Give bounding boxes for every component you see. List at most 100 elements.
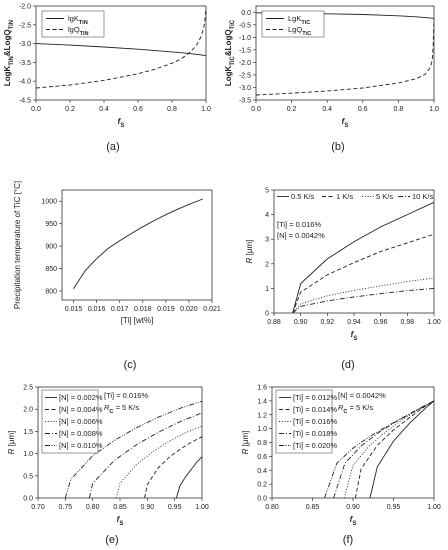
y-tick-label-c-3: 950 xyxy=(45,221,57,228)
legend-label-f-0: [Ti] = 0.012% xyxy=(293,393,337,402)
y-tick-label-e-2: 1.0 xyxy=(23,451,33,458)
legend-label-a-1-part-0: lgQ xyxy=(68,25,80,34)
legend-label-f-1: [Ti] = 0.014% xyxy=(293,405,337,414)
chart-panel-a: 0.0 0.2 0.4 0.6 0.8 1.0 -4.5 -4.0 -3.5 -3.0 -2.5 -2… xyxy=(3,4,211,154)
y-axis-label-unit-e: [μm] xyxy=(7,431,16,449)
x-tick-label-a-3: 0.6 xyxy=(133,106,143,113)
x-tick-label-c-3: 0.018 xyxy=(134,306,152,313)
legend-label-f-3: [Ti] = 0.018% xyxy=(293,429,337,438)
y-axis-label-d: R [μm] xyxy=(245,240,254,264)
y-tick-label-e-5: 2.5 xyxy=(23,385,33,392)
x-tick-label-d-0: 0.88 xyxy=(267,319,281,326)
y-axis-label-var-d: R xyxy=(245,257,254,263)
x-axis-label-b-part-0: f xyxy=(342,117,346,126)
annotation-e-1-part-0: R xyxy=(104,403,110,412)
x-tick-label-d-5: 0.98 xyxy=(401,319,415,326)
legend-label-d-0: 0.5 K/s xyxy=(291,192,315,201)
y-tick-label-c-1: 850 xyxy=(45,266,57,273)
y-axis-label-a-part-3: TiN xyxy=(9,20,15,30)
y-tick-label-f-0: 0.0 xyxy=(257,496,267,503)
series-line-a-1 xyxy=(35,7,207,89)
x-axis-label-e-part-0: f xyxy=(117,515,121,524)
annotation-e-1-part-1: C xyxy=(109,409,113,415)
x-tick-label-a-1: 0.2 xyxy=(65,106,75,113)
chart-panel-f: 0.80 0.85 0.90 0.95 1.00 0.0 0.2 0.4 0.6 0.8 1.0 1.… xyxy=(241,385,441,547)
x-tick-label-e-6: 1.00 xyxy=(195,504,209,511)
series-line-e-3 xyxy=(88,412,203,499)
y-tick-label-d-2: 2 xyxy=(265,261,269,268)
y-tick-label-b-6: -0.5 xyxy=(239,22,251,29)
y-tick-label-f-1: 0.2 xyxy=(257,482,267,489)
y-tick-label-d-5: 5 xyxy=(265,188,269,195)
y-tick-label-b-3: -2.0 xyxy=(239,60,251,67)
y-tick-label-b-2: -2.5 xyxy=(239,72,251,79)
series-line-b-1 xyxy=(255,18,435,96)
x-axis-label-f-part-0: f xyxy=(350,515,354,524)
legend-label-f-2: [Ti] = 0.016% xyxy=(293,417,337,426)
x-tick-label-c-0: 0.015 xyxy=(65,306,83,313)
x-tick-label-c-4: 0.019 xyxy=(157,306,175,313)
series-line-e-0 xyxy=(175,456,203,499)
x-tick-label-a-4: 0.8 xyxy=(167,106,177,113)
legend-label-e-2: [N] = 0.006% xyxy=(59,417,103,426)
y-axis-label-b-part-2: &LogQ xyxy=(224,29,233,56)
panel-label-c: (c) xyxy=(124,359,137,371)
legend-label-e-4: [N] = 0.010% xyxy=(59,441,103,450)
x-tick-label-e-5: 0.95 xyxy=(168,504,182,511)
legend-label-b-0: LgKTiC xyxy=(288,14,310,26)
x-tick-label-e-2: 0.80 xyxy=(86,504,100,511)
y-axis-label-group-a: LogKTiN&LogQTiN xyxy=(3,20,15,86)
series-line-e-1 xyxy=(144,436,203,499)
y-tick-label-c-2: 900 xyxy=(45,244,57,251)
x-axis-label-d-part-0: f xyxy=(351,330,355,339)
y-tick-label-d-0: 0 xyxy=(265,311,269,318)
annotation-e-0: [Ti] = 0.016% xyxy=(104,391,148,400)
legend-label-a-0: lgKTiN xyxy=(68,14,88,26)
annotation-f-1-part-0: R xyxy=(338,403,344,412)
x-tick-label-c-2: 0.017 xyxy=(111,306,129,313)
x-tick-label-f-0: 0.80 xyxy=(265,504,279,511)
annotation-f-1-part-2: = 5 K/s xyxy=(347,403,373,412)
legend-label-a-1: lgQTiN xyxy=(68,25,89,37)
x-axis-label-f: fS xyxy=(350,515,357,527)
annotation-e-1: RC = 5 K/s xyxy=(104,403,139,415)
annotation-f-0-part-0: [N] = 0.0042% xyxy=(338,391,386,400)
y-tick-label-a-2: -3.5 xyxy=(19,60,31,67)
legend-label-a-0-part-1: TiN xyxy=(79,20,88,26)
y-axis-label-c: Precipitation temperature of TiC [°C] xyxy=(13,181,22,309)
series-line-f-0 xyxy=(369,400,435,499)
legend-box-b xyxy=(261,10,325,38)
plot-frame-b xyxy=(255,5,435,101)
y-axis-label-var-e: R xyxy=(7,448,16,454)
x-tick-label-d-6: 1.00 xyxy=(427,319,441,326)
series-line-d-0 xyxy=(292,201,435,314)
annotation-f-1: RC = 5 K/s xyxy=(338,403,373,415)
y-axis-label-unit-d: [μm] xyxy=(245,240,254,258)
chart-panel-d: 0.88 0.90 0.92 0.94 0.96 0.98 1.00 0 1 2 3 4 5 fS R [μ… xyxy=(245,188,441,372)
y-tick-label-b-4: -1.5 xyxy=(239,47,251,54)
y-tick-label-b-7: 0.0 xyxy=(241,10,251,17)
x-tick-label-a-0: 0.0 xyxy=(31,106,41,113)
y-tick-label-f-8: 1.6 xyxy=(257,385,267,392)
x-tick-label-a-5: 1.0 xyxy=(201,106,211,113)
plot-frame-c xyxy=(61,189,213,301)
y-tick-label-c-4: 1000 xyxy=(41,199,57,206)
legend-label-e-0: [N] = 0.002% xyxy=(59,393,103,402)
legend-label-e-3: [N] = 0.008% xyxy=(59,429,103,438)
y-tick-label-b-5: -1.0 xyxy=(239,35,251,42)
chart-panel-e: 0.70 0.75 0.80 0.85 0.90 0.95 1.00 0.0 0.5 1.0 1.5… xyxy=(7,385,209,547)
x-tick-label-d-2: 0.92 xyxy=(321,319,335,326)
y-tick-label-a-4: -2.5 xyxy=(19,22,31,29)
y-axis-label-b: LogKTiC&LogQTiC xyxy=(224,19,236,86)
series-line-c-0 xyxy=(73,198,203,290)
series-line-d-3 xyxy=(292,287,435,314)
x-tick-label-b-4: 0.8 xyxy=(394,106,404,113)
x-axis-label-a: fS xyxy=(118,117,125,129)
y-tick-label-f-4: 0.8 xyxy=(257,440,267,447)
x-tick-label-c-1: 0.016 xyxy=(88,306,106,313)
series-line-d-2 xyxy=(292,277,435,314)
x-axis-label-a-part-0: f xyxy=(118,117,122,126)
chart-panel-c: 0.015 0.016 0.017 0.018 0.019 0.020 0.021 800 85… xyxy=(13,181,221,371)
y-tick-label-d-4: 4 xyxy=(265,212,269,219)
annotation-d-0: [Ti] = 0.016% xyxy=(277,220,321,229)
